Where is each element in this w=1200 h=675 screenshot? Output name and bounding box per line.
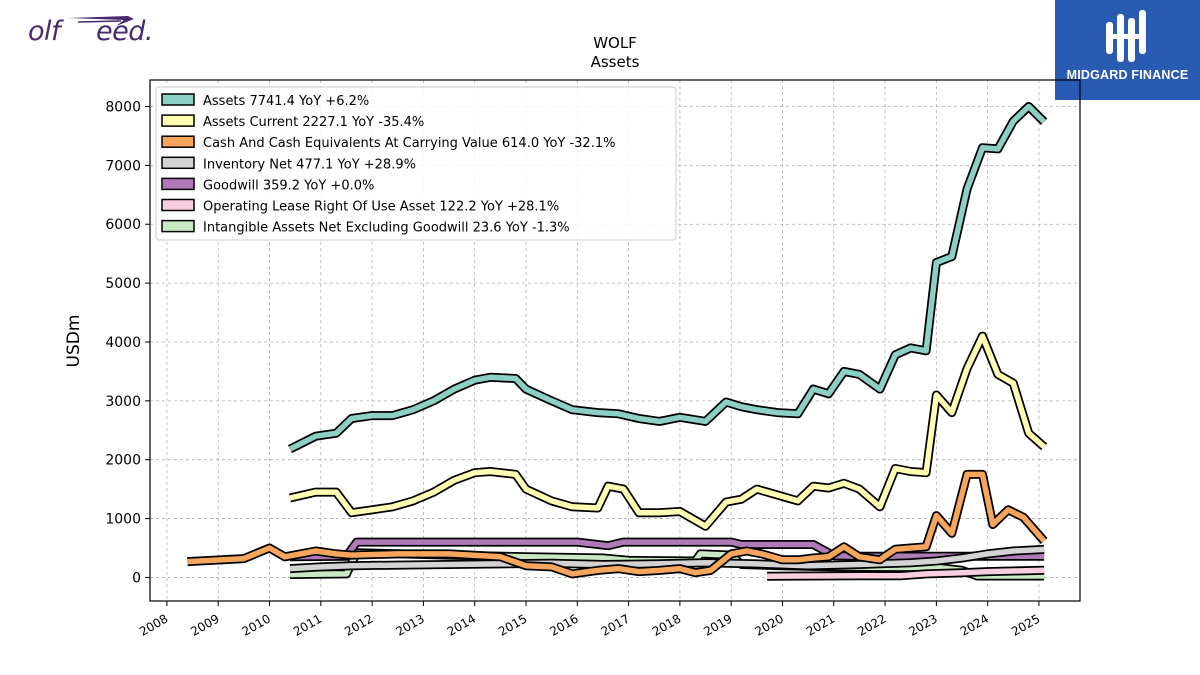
y-tick-label: 6000 — [105, 217, 141, 233]
x-tick-label: 2015 — [496, 611, 529, 638]
legend-label: Goodwill 359.2 YoY +0.0% — [203, 178, 374, 193]
midgard-emblem-icon — [1106, 10, 1146, 62]
logo-text-right: eed. — [96, 16, 153, 47]
legend-swatch — [161, 93, 195, 106]
series-line — [187, 471, 1047, 577]
x-tick-label: 2017 — [599, 611, 632, 638]
y-tick-label: 1000 — [105, 512, 141, 528]
x-tick-label: 2010 — [240, 611, 273, 638]
x-tick-label: 2016 — [547, 611, 580, 638]
legend-label: Inventory Net 477.1 YoY +28.9% — [203, 157, 416, 172]
x-tick-label: 2014 — [445, 611, 478, 638]
y-axis-label: USDm — [64, 315, 84, 368]
x-tick-label: 2009 — [188, 611, 221, 638]
legend-label: Assets 7741.4 YoY +6.2% — [203, 94, 369, 109]
y-tick-label: 0 — [132, 570, 141, 586]
legend-label: Assets Current 2227.1 YoY -35.4% — [203, 115, 424, 130]
y-tick-label: 7000 — [105, 158, 141, 174]
x-tick-label: 2022 — [855, 611, 888, 638]
legend-swatch — [161, 177, 195, 191]
y-tick-label: 5000 — [105, 276, 141, 292]
legend: Assets 7741.4 YoY +6.2% Assets Current 22… — [155, 86, 677, 241]
x-tick-label: 2008 — [137, 611, 170, 638]
y-tick-label: 3000 — [105, 394, 141, 410]
legend-swatch — [161, 156, 195, 170]
legend-swatch — [161, 135, 195, 148]
logo-text-left: olf — [28, 16, 61, 47]
x-tick-label: 2013 — [393, 611, 426, 638]
chart-title: WOLF — [593, 34, 637, 52]
logo-wing-icon — [68, 10, 134, 26]
legend-swatch — [161, 219, 195, 233]
plot-frame — [149, 79, 1081, 602]
series-line — [767, 567, 1045, 580]
legend-label: Cash And Cash Equivalents At Carrying Va… — [203, 136, 615, 151]
x-tick-label: 2021 — [804, 611, 837, 638]
legend-swatch — [161, 198, 195, 212]
x-tick-label: 2024 — [958, 611, 991, 638]
x-tick-label: 2011 — [291, 611, 324, 638]
legend-label: Intangible Assets Net Excluding Goodwill… — [203, 221, 570, 236]
y-tick-label: 2000 — [105, 453, 141, 469]
x-tick-label: 2019 — [701, 611, 734, 638]
series-line — [289, 333, 1046, 529]
plot-area — [187, 102, 1048, 581]
legend-box — [155, 86, 677, 241]
x-tick-label: 2020 — [753, 611, 786, 638]
y-tick-label: 8000 — [105, 99, 141, 115]
y-tick-label: 4000 — [105, 335, 141, 351]
x-tick-label: 2018 — [650, 611, 683, 638]
wolfspeed-logo: olf eed. — [28, 4, 158, 50]
x-tick-label: 2025 — [1009, 611, 1042, 638]
midgard-finance-logo: MIDGARD FINANCE — [1055, 0, 1200, 100]
series-line — [289, 546, 1045, 572]
chart-subtitle: Assets — [591, 53, 640, 71]
legend-label: Operating Lease Right Of Use Asset 122.2… — [203, 200, 559, 215]
x-tick-label: 2012 — [342, 611, 375, 638]
series-line — [288, 103, 1047, 452]
x-tick-label: 2023 — [906, 611, 939, 638]
legend-swatch — [161, 114, 195, 127]
brand-name: MIDGARD FINANCE — [1066, 68, 1189, 82]
